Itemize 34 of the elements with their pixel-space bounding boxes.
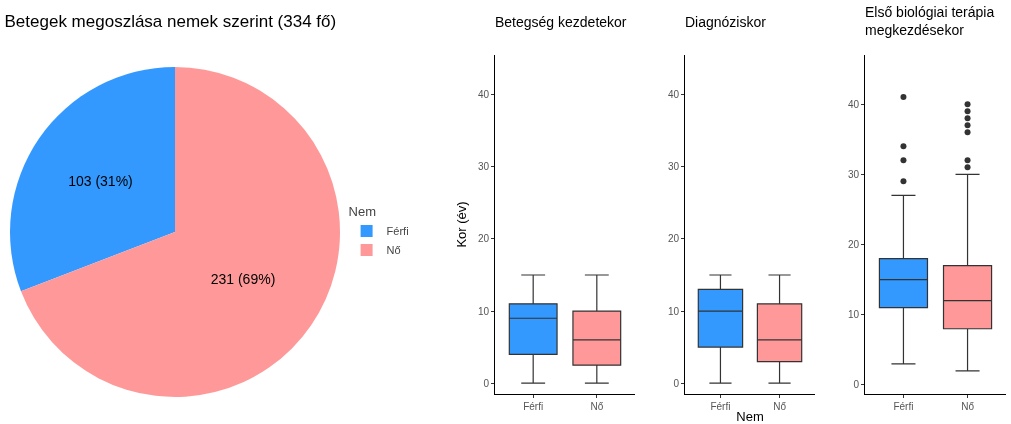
y-axis-title: Kor (év) <box>453 201 469 248</box>
chart-title: Betegség kezdetekor <box>495 13 627 30</box>
y-tick-label: 20 <box>477 233 490 245</box>
y-tick-label: 30 <box>477 161 490 173</box>
y-tick-label: 30 <box>667 161 680 173</box>
x-tick-label: Nő <box>773 401 787 412</box>
y-tick-label: 40 <box>847 98 860 110</box>
chart-title: Első biológiai terápia megkezdésekor <box>865 3 995 38</box>
legend-label: Férfi <box>386 225 409 238</box>
x-axis-title: Nem <box>736 409 764 424</box>
x-tick-label: Férfi <box>893 401 914 412</box>
y-tick-label: 10 <box>667 305 680 317</box>
y-tick-label: 0 <box>673 377 680 389</box>
x-tick-label: Nő <box>590 401 604 412</box>
chart-title: Diagnóziskor <box>685 13 767 30</box>
y-tick-label: 40 <box>667 89 680 101</box>
x-tick-label: Férfi <box>523 401 544 412</box>
x-tick-label: Nő <box>961 401 975 412</box>
data-label: 231 (69%) <box>210 270 276 287</box>
y-tick-label: 10 <box>477 305 490 317</box>
y-tick-label: 30 <box>847 168 860 180</box>
pie-slice <box>10 67 175 292</box>
chart-title: Betegek megoszlása nemek szerint (334 fő) <box>4 11 337 31</box>
y-tick-label: 0 <box>483 377 490 389</box>
y-tick-label: 40 <box>477 89 490 101</box>
x-tick-label: Férfi <box>710 401 731 412</box>
y-tick-label: 10 <box>847 309 860 321</box>
y-tick-label: 0 <box>853 379 860 391</box>
y-tick-label: 20 <box>667 233 680 245</box>
data-label: 103 (31%) <box>68 172 133 189</box>
pie-slice <box>20 67 340 397</box>
y-tick-label: 20 <box>847 239 860 250</box>
legend-title: Nem <box>348 204 377 220</box>
legend-label: Nő <box>386 244 401 257</box>
